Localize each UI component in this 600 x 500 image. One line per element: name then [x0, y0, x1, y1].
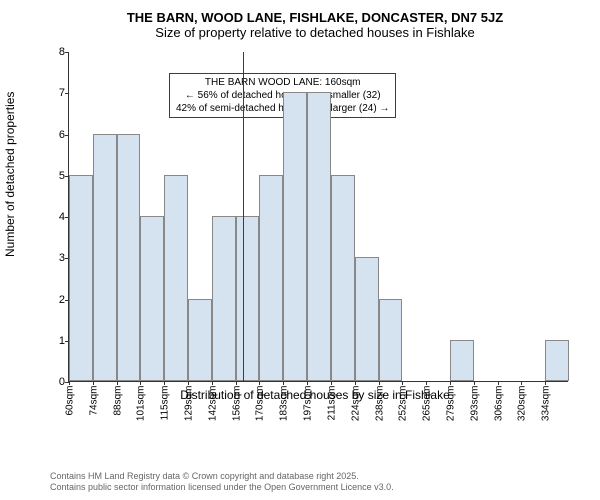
x-tick-mark [117, 381, 118, 385]
histogram-bar [259, 175, 283, 381]
y-tick-label: 0 [45, 376, 65, 388]
x-tick-mark [355, 381, 356, 385]
property-marker-line [243, 52, 244, 381]
y-tick-label: 5 [45, 170, 65, 182]
x-tick-mark [331, 381, 332, 385]
x-tick-mark [140, 381, 141, 385]
histogram-bar [117, 134, 141, 382]
histogram-bar [236, 216, 260, 381]
histogram-bar [212, 216, 236, 381]
x-tick-mark [402, 381, 403, 385]
x-tick-mark [236, 381, 237, 385]
x-tick-mark [164, 381, 165, 385]
x-tick-mark [379, 381, 380, 385]
x-tick-mark [521, 381, 522, 385]
x-tick-mark [498, 381, 499, 385]
footer-line-1: Contains HM Land Registry data © Crown c… [50, 471, 394, 483]
x-tick-label: 306sqm [493, 386, 504, 426]
footer-line-2: Contains public sector information licen… [50, 482, 394, 494]
x-tick-mark [188, 381, 189, 385]
histogram-bar [379, 299, 403, 382]
x-tick-label: 115sqm [160, 386, 171, 426]
y-tick-label: 7 [45, 87, 65, 99]
x-tick-mark [474, 381, 475, 385]
chart-title-main: THE BARN, WOOD LANE, FISHLAKE, DONCASTER… [50, 10, 580, 25]
histogram-bar [355, 257, 379, 381]
x-axis-label: Distribution of detached houses by size … [180, 388, 449, 402]
histogram-bar [69, 175, 93, 381]
y-tick-label: 8 [45, 46, 65, 58]
histogram-bar [307, 92, 331, 381]
histogram-bar [283, 92, 307, 381]
x-tick-mark [426, 381, 427, 385]
y-tick-label: 3 [45, 252, 65, 264]
y-tick-label: 4 [45, 211, 65, 223]
x-tick-label: 60sqm [65, 386, 76, 426]
x-tick-mark [307, 381, 308, 385]
histogram-bar [140, 216, 164, 381]
x-tick-label: 88sqm [112, 386, 123, 426]
y-tick-label: 6 [45, 129, 65, 141]
y-tick-label: 2 [45, 294, 65, 306]
histogram-bar [331, 175, 355, 381]
x-tick-label: 320sqm [517, 386, 528, 426]
histogram-bar [188, 299, 212, 382]
x-tick-mark [259, 381, 260, 385]
x-tick-mark [69, 381, 70, 385]
x-tick-label: 334sqm [541, 386, 552, 426]
x-tick-mark [283, 381, 284, 385]
histogram-bar [164, 175, 188, 381]
histogram-bar [450, 340, 474, 381]
y-tick-mark [65, 135, 69, 136]
annotation-line-1: THE BARN WOOD LANE: 160sqm [176, 76, 389, 89]
y-tick-label: 1 [45, 335, 65, 347]
footer: Contains HM Land Registry data © Crown c… [50, 471, 394, 494]
x-tick-mark [450, 381, 451, 385]
chart-container: THE BARN, WOOD LANE, FISHLAKE, DONCASTER… [50, 10, 580, 440]
histogram-bar [93, 134, 117, 382]
plot-area: THE BARN WOOD LANE: 160sqm ← 56% of deta… [68, 52, 568, 382]
x-tick-label: 293sqm [469, 386, 480, 426]
histogram-bar [545, 340, 569, 381]
x-tick-label: 74sqm [88, 386, 99, 426]
x-tick-mark [545, 381, 546, 385]
x-tick-mark [212, 381, 213, 385]
y-tick-mark [65, 93, 69, 94]
y-axis-label: Number of detached properties [3, 92, 17, 257]
x-tick-label: 101sqm [136, 386, 147, 426]
y-tick-mark [65, 52, 69, 53]
x-tick-mark [93, 381, 94, 385]
chart-title-sub: Size of property relative to detached ho… [50, 25, 580, 40]
